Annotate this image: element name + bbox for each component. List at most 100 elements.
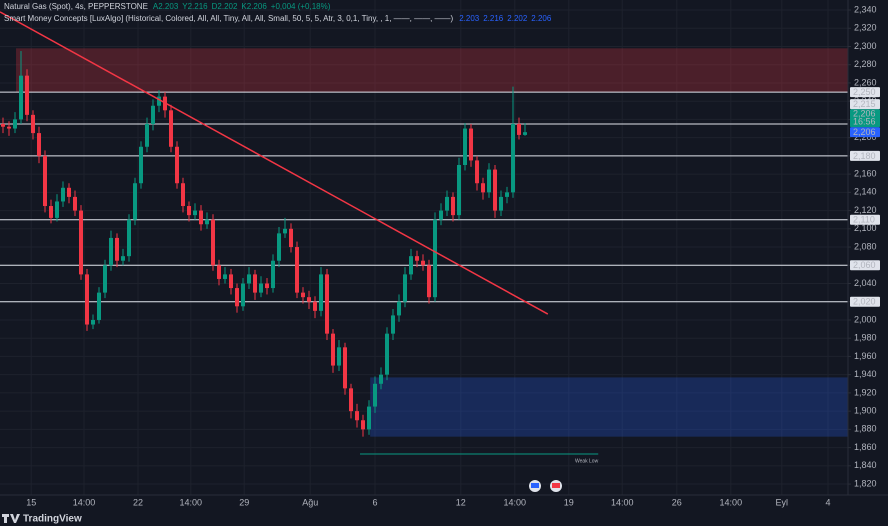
candle-body: [109, 237, 114, 266]
x-tick-label: 4: [826, 497, 831, 507]
candle-body: [493, 169, 498, 211]
x-tick-label: 14:00: [180, 497, 203, 507]
candle-body: [85, 274, 90, 325]
candle-body: [139, 146, 144, 184]
candle-body: [361, 420, 366, 430]
candle-body: [469, 128, 474, 161]
candle-body: [331, 333, 336, 366]
candle-body: [205, 219, 210, 225]
candle-body: [127, 219, 132, 257]
last-price-tag: [850, 109, 880, 128]
candle-body: [211, 219, 216, 266]
y-tick-label: 1,960: [854, 351, 877, 361]
branding: TradingView: [2, 514, 82, 525]
candle-body: [253, 274, 258, 293]
candle-body: [43, 155, 48, 207]
indicator-value: 2.206: [531, 14, 552, 23]
level-tag: [850, 150, 880, 161]
level-tag: [850, 260, 880, 271]
candle-body: [271, 260, 276, 289]
candle-body: [499, 196, 504, 211]
x-tick-label: 15: [26, 497, 36, 507]
candle-body: [241, 283, 246, 307]
candle-body: [133, 183, 138, 220]
y-tick-label: 1,980: [854, 333, 877, 343]
candle-body: [217, 265, 222, 279]
x-tick-label: 14:00: [720, 497, 743, 507]
legend-line: Natural Gas (Spot), 4s, PEPPERSTONE A2.20…: [4, 2, 331, 11]
ohlc-open: A2.203: [153, 2, 179, 11]
candle-body: [457, 165, 462, 216]
y-tick-label: 1,900: [854, 406, 877, 416]
ohlc-change: +0,004 (+0,18%): [271, 2, 331, 11]
weak-low-label: Weak Low: [575, 458, 599, 464]
candle-body: [79, 210, 84, 275]
y-tick-label: 2,260: [854, 77, 877, 87]
y-tick-label: 2,040: [854, 278, 877, 288]
indicator-value: 2.203: [459, 14, 480, 23]
event-icons[interactable]: [529, 480, 562, 492]
x-tick-label: 12: [456, 497, 466, 507]
candle-body: [145, 123, 150, 147]
ohlc-close: K2.206: [241, 2, 267, 11]
level-tag: [850, 296, 880, 307]
bar-countdown: 16:56: [853, 117, 876, 127]
candle-body: [379, 374, 384, 384]
candle-body: [31, 114, 36, 134]
candle-body: [385, 333, 390, 375]
candle-body: [451, 196, 456, 216]
candle-body: [427, 265, 432, 298]
level-tag: [850, 87, 880, 98]
candle-body: [301, 292, 306, 298]
candle-body: [55, 201, 60, 218]
y-tick-label: 1,860: [854, 442, 877, 452]
candle-body: [181, 183, 186, 207]
y-tick-label: 2,320: [854, 23, 877, 33]
y-tick-label: 2,300: [854, 41, 877, 51]
x-tick-label: Eyl: [776, 497, 789, 507]
candle-body: [37, 133, 42, 156]
candle-body: [511, 123, 516, 193]
y-tick-label: 1,880: [854, 424, 877, 434]
candle-body: [265, 283, 270, 289]
y-tick-label: 2,160: [854, 168, 877, 178]
candle-body: [463, 128, 468, 165]
indicator-line: Smart Money Concepts [LuxAlgo] (Historic…: [4, 14, 552, 23]
candle-body: [175, 146, 180, 184]
candle-body: [349, 388, 354, 412]
candle-body: [199, 210, 204, 225]
y-tick-label: 1,920: [854, 387, 877, 397]
y-tick-label: 2,080: [854, 241, 877, 251]
candle-body: [367, 406, 372, 430]
candle-body: [103, 265, 108, 293]
x-tick-label: 14:00: [73, 497, 96, 507]
x-tick-label: 14:00: [611, 497, 634, 507]
candle-body: [415, 256, 420, 261]
candle-body: [319, 274, 324, 311]
y-tick-label: 1,840: [854, 460, 877, 470]
indicator-price-label: 2,206: [853, 127, 876, 137]
x-tick-label: 19: [564, 497, 574, 507]
candle-body: [259, 283, 264, 293]
candle-body: [115, 237, 120, 261]
candle-body: [223, 274, 228, 279]
indicator-price-tag: [850, 127, 880, 138]
candle-body: [487, 169, 492, 193]
y-tick-label: 1,820: [854, 478, 877, 488]
candle-body: [313, 301, 318, 311]
y-tick-label: 2,120: [854, 205, 877, 215]
x-tick-label: Ağu: [302, 497, 318, 507]
y-tick-label: 2,280: [854, 59, 877, 69]
candle-body: [277, 233, 282, 261]
candle-body: [25, 75, 30, 115]
x-tick-label: 29: [239, 497, 249, 507]
candle-body: [13, 119, 18, 129]
brand-name: TradingView: [23, 514, 82, 525]
candle-body: [97, 292, 102, 320]
candle-body: [481, 183, 486, 193]
candle-body: [409, 256, 414, 275]
level-label: 2,180: [853, 151, 876, 161]
y-tick-label: 2,000: [854, 314, 877, 324]
candle-body: [157, 96, 162, 106]
